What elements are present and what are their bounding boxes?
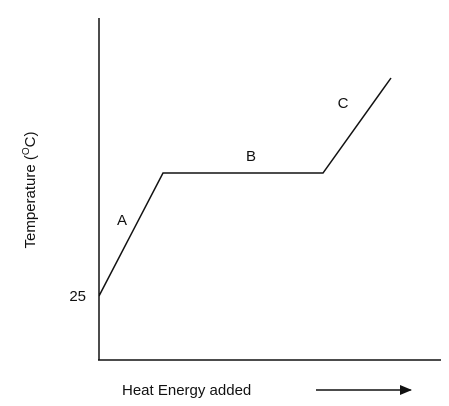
- y-label-sup: O: [21, 147, 32, 155]
- segment-label: A: [117, 212, 127, 229]
- y-label-start: Temperature (: [22, 155, 39, 248]
- y-label-end: C): [22, 132, 39, 148]
- segment-label: C: [338, 95, 349, 112]
- x-axis-label: Heat Energy added: [122, 382, 251, 399]
- y-axis-label: Temperature (OC): [21, 132, 39, 249]
- segment-label: B: [246, 148, 256, 165]
- y-tick-label: 25: [69, 288, 86, 305]
- heating-curve: [98, 77, 392, 297]
